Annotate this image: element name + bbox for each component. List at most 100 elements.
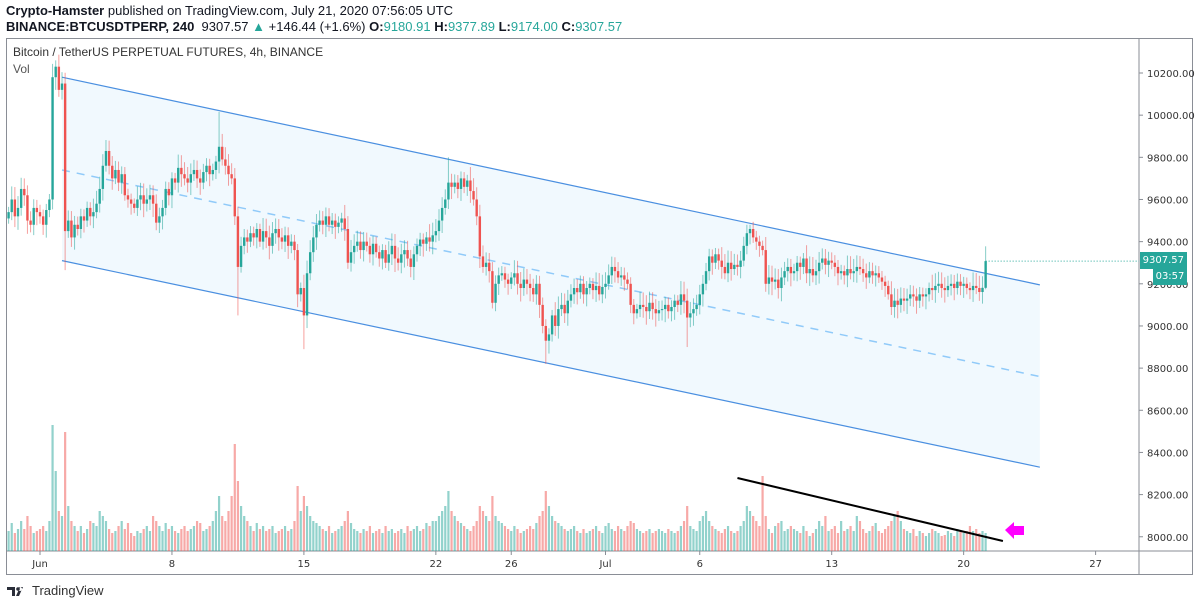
candle-body xyxy=(557,309,560,326)
volume-bar xyxy=(645,531,648,551)
candle-body xyxy=(359,241,362,251)
price-tick-label: 9000.00 xyxy=(1147,322,1188,333)
candle-body xyxy=(249,233,252,242)
volume-bar xyxy=(733,533,736,551)
candle-body xyxy=(984,261,987,288)
candle-body xyxy=(13,199,17,217)
candle-body xyxy=(283,235,287,242)
volume-bar xyxy=(365,531,368,551)
candle-body xyxy=(931,288,934,291)
volume-bar xyxy=(130,533,133,551)
volume-bar xyxy=(277,531,280,551)
time-tick-label: 15 xyxy=(298,559,311,570)
candle-body xyxy=(777,279,780,289)
volume-bar xyxy=(397,531,400,551)
volume-bar xyxy=(437,516,441,551)
volume-bar xyxy=(290,529,293,551)
volume-bar xyxy=(711,526,714,551)
candle-body xyxy=(550,315,554,335)
candle-body xyxy=(352,245,356,253)
candle-body xyxy=(406,250,409,259)
volume-bar xyxy=(598,531,601,551)
chart-legend: Bitcoin / TetherUS PERPETUAL FUTURES, 4h… xyxy=(13,45,323,59)
last-price: 9307.57 xyxy=(201,19,249,34)
open-label: O: xyxy=(369,19,384,34)
volume-bar xyxy=(808,536,811,551)
candle-body xyxy=(742,245,745,261)
volume-bar xyxy=(60,516,64,551)
candle-body xyxy=(214,161,218,170)
volume-bar xyxy=(312,521,315,551)
volume-bar xyxy=(673,533,676,551)
candle-body xyxy=(340,218,343,223)
volume-bar xyxy=(937,533,940,551)
candle-body xyxy=(180,167,183,175)
candle-body xyxy=(937,283,940,286)
candle-body xyxy=(142,195,145,204)
candle-body xyxy=(148,195,152,200)
volume-bar xyxy=(613,531,617,551)
candle-body xyxy=(26,195,29,221)
volume-bar xyxy=(243,516,246,551)
candle-body xyxy=(733,264,736,270)
volume-bar xyxy=(79,526,82,551)
candle-body xyxy=(839,271,843,274)
candle-body xyxy=(576,288,579,293)
volume-bar xyxy=(852,531,855,551)
volume-bar xyxy=(557,523,560,551)
candle-body xyxy=(85,207,89,221)
volume-bar xyxy=(836,533,840,551)
volume-trendline xyxy=(737,477,1004,542)
up-triangle-icon: ▲ xyxy=(252,19,266,34)
candle-body xyxy=(29,220,32,225)
candle-body xyxy=(726,262,730,274)
candle-body xyxy=(924,294,928,297)
candle-body xyxy=(268,237,271,246)
volume-bar xyxy=(10,523,13,551)
volume-bar xyxy=(692,529,695,551)
volume-bar xyxy=(799,533,802,551)
candle-body xyxy=(883,281,887,286)
candle-body xyxy=(610,266,613,276)
volume-bar xyxy=(657,529,661,551)
volume-bar xyxy=(95,526,98,551)
volume-bar xyxy=(519,533,522,551)
candle-body xyxy=(893,300,896,307)
candle-body xyxy=(632,304,635,314)
volume-bar xyxy=(814,529,818,551)
volume-bar xyxy=(792,529,796,551)
candle-body xyxy=(305,273,309,316)
low-value: 9174.00 xyxy=(510,19,558,34)
candle-body xyxy=(899,298,903,305)
candle-body xyxy=(827,260,830,265)
volume-bar xyxy=(337,529,340,551)
author-name[interactable]: Crypto-Hamster xyxy=(6,3,105,18)
price-tick-label: 8200.00 xyxy=(1147,491,1188,502)
candle-body xyxy=(981,287,984,293)
candle-body xyxy=(104,150,108,166)
volume-bar xyxy=(265,531,268,551)
candle-body xyxy=(177,167,180,183)
candle-body xyxy=(755,237,758,242)
candle-body xyxy=(821,258,824,263)
channel-fill xyxy=(61,77,1040,468)
candle-body xyxy=(98,188,101,204)
volume-bar xyxy=(890,521,893,551)
volume-bar xyxy=(547,506,551,551)
volume-bar xyxy=(927,533,931,551)
volume-bar xyxy=(211,521,214,551)
volume-bar xyxy=(698,521,701,551)
volume-bar xyxy=(434,521,437,551)
candle-body xyxy=(582,283,585,295)
candle-body xyxy=(946,285,950,291)
volume-bar xyxy=(840,521,843,551)
volume-bar xyxy=(538,516,541,551)
candle-body xyxy=(695,304,698,310)
tradingview-logo[interactable]: TradingView xyxy=(6,583,104,598)
candle-body xyxy=(252,233,255,238)
volume-bar xyxy=(305,506,309,551)
volume-bar xyxy=(965,531,968,551)
volume-bar xyxy=(431,521,434,551)
candle-body xyxy=(387,254,390,263)
